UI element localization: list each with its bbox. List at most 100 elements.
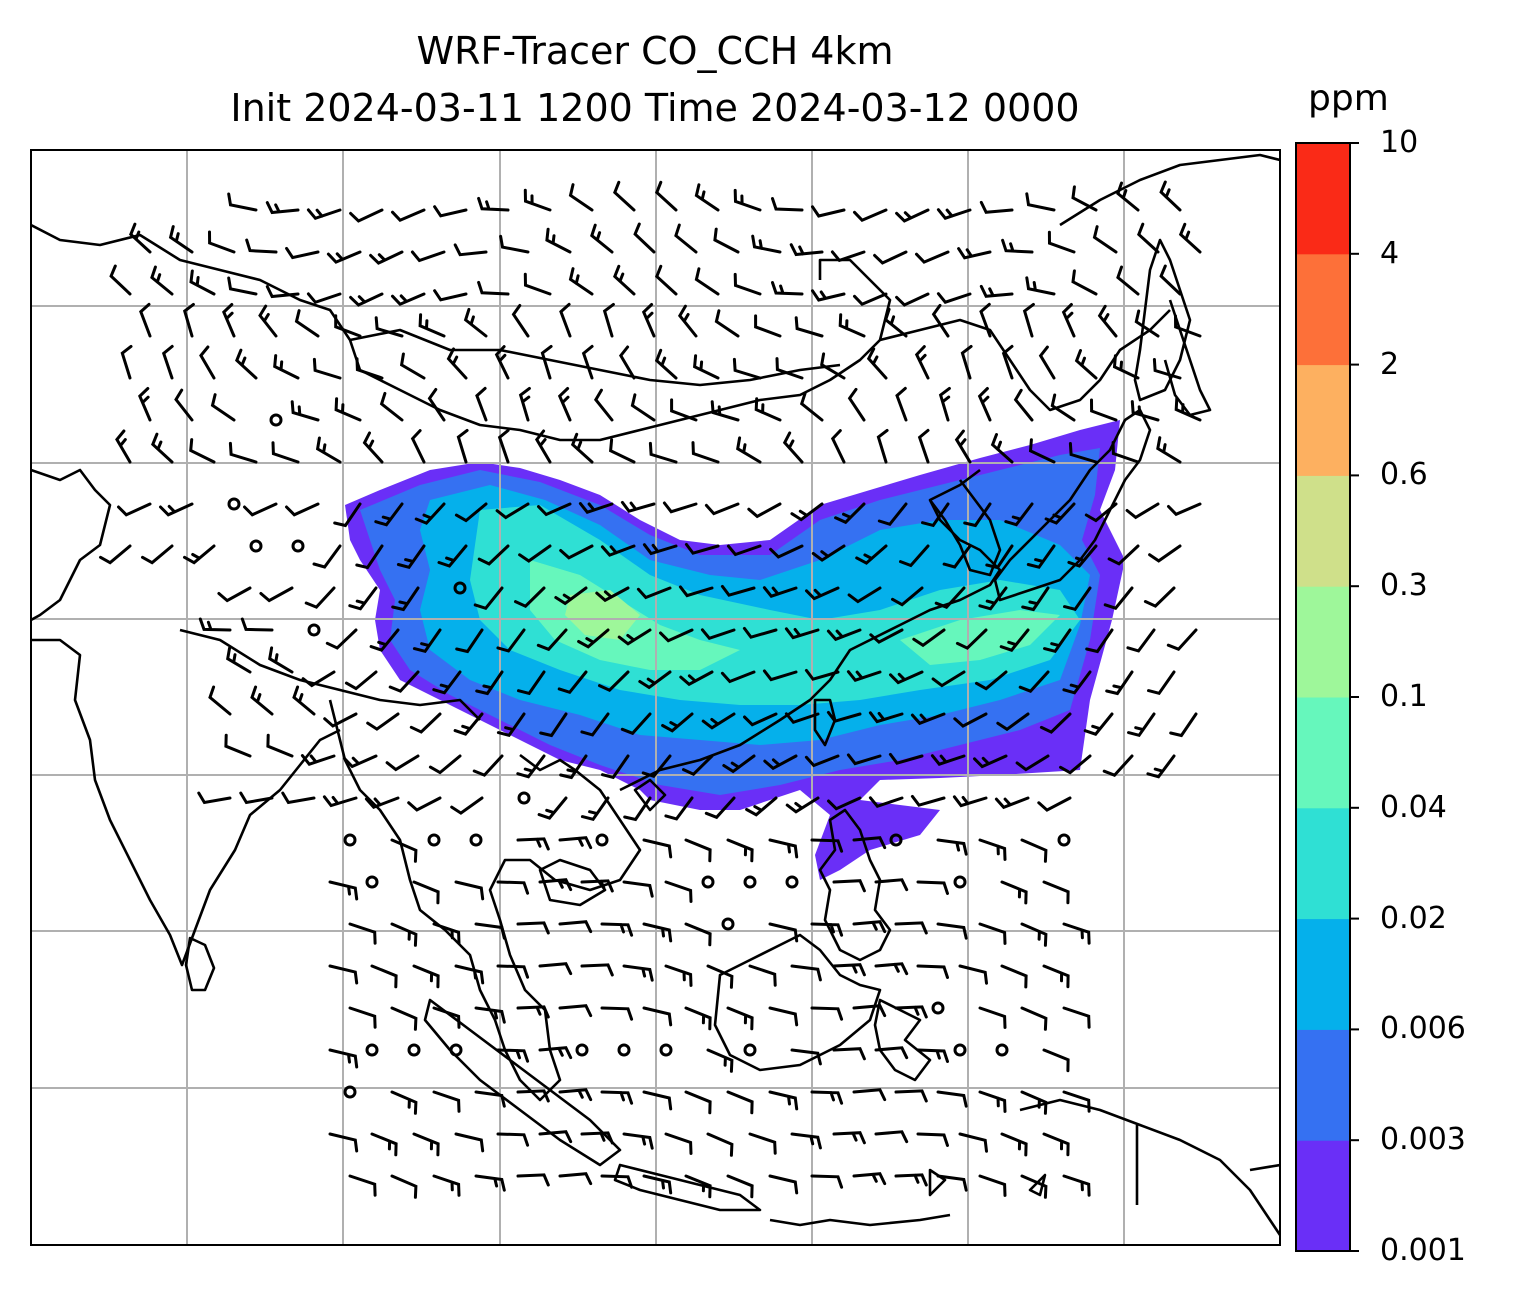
wind-barb — [742, 626, 778, 639]
wind-barb — [915, 250, 950, 264]
wind-barb — [538, 1130, 573, 1144]
wind-barb — [570, 432, 594, 464]
wind-barb — [1092, 225, 1118, 254]
wind-barb — [869, 628, 904, 644]
wind-barb — [1178, 222, 1202, 254]
wind-barb — [846, 670, 882, 682]
sri-lanka — [184, 936, 216, 992]
wind-barb — [139, 302, 152, 338]
wind-barb — [1148, 544, 1182, 563]
wind-barb — [847, 586, 882, 604]
wind-barb — [348, 922, 377, 945]
colorbar-segment — [1296, 364, 1350, 476]
wind-barb — [259, 586, 294, 603]
wind-barb — [996, 712, 1030, 732]
wind-barb — [994, 796, 1030, 810]
wind-barb — [622, 964, 654, 982]
wind-barb — [899, 544, 930, 568]
wind-barb — [1021, 586, 1050, 612]
wind-barb — [578, 502, 614, 514]
wind-barb — [115, 429, 132, 464]
wind-barb — [315, 436, 342, 464]
colorbar-segment — [1296, 475, 1350, 587]
wind-barb — [558, 1088, 593, 1102]
wind-barb — [618, 345, 636, 380]
wind-barb — [450, 796, 484, 815]
wind-barb — [1174, 397, 1202, 422]
wind-barb — [558, 920, 593, 934]
wind-barb — [804, 754, 840, 768]
wind-barb — [312, 544, 342, 569]
wind-barb — [1062, 1006, 1091, 1029]
wind-barb — [664, 1132, 693, 1155]
wind-barb — [1004, 502, 1034, 527]
hokkaido — [1133, 238, 1192, 402]
wind-barb — [580, 796, 610, 822]
wind-barb — [957, 247, 992, 260]
taiwan — [813, 698, 837, 747]
calm-wind-marker — [953, 875, 967, 889]
wind-barb — [790, 964, 822, 982]
wind-barb — [938, 386, 951, 422]
colorbar-tick-label: 0.006 — [1380, 1011, 1466, 1047]
wind-barb — [538, 878, 573, 892]
calm-wind-marker — [343, 833, 357, 847]
wind-barb — [895, 386, 908, 422]
wind-barb — [432, 1006, 461, 1029]
wind-barb — [390, 1006, 418, 1031]
wind-barb — [661, 712, 694, 733]
colorbar-tick-label: 0.003 — [1380, 1122, 1466, 1158]
wind-barb — [1125, 502, 1160, 520]
wind-barb — [1020, 922, 1048, 947]
wind-barb — [978, 838, 1007, 861]
wind-barb — [300, 754, 336, 766]
wind-barb — [412, 628, 442, 654]
wind-barb — [446, 347, 468, 380]
calm-wind-marker — [307, 623, 321, 637]
wind-barb — [720, 670, 756, 684]
wind-barb — [874, 878, 909, 892]
wind-barb — [189, 438, 216, 464]
wind-barb — [732, 357, 762, 380]
wind-barb — [655, 180, 678, 212]
wind-barb — [559, 302, 572, 338]
wind-barb — [1000, 964, 1028, 989]
wind-barb — [334, 314, 362, 338]
himalaya-border — [179, 628, 481, 721]
wind-barb — [536, 628, 568, 652]
wind-barb — [733, 188, 762, 212]
calm-wind-marker — [365, 875, 379, 889]
wind-barb — [412, 1132, 440, 1157]
wind-barb — [455, 628, 484, 654]
wind-barb — [775, 357, 804, 380]
colorbar-tick-label: 4 — [1380, 235, 1400, 271]
wind-barb — [538, 1046, 573, 1060]
wind-barb — [334, 397, 362, 422]
lesser-sunda — [769, 1213, 951, 1227]
wind-barb — [888, 752, 924, 765]
wind-barb — [138, 387, 152, 422]
calm-wind-marker — [721, 917, 735, 931]
wind-barb — [1000, 880, 1028, 905]
wind-barb — [641, 303, 656, 338]
wind-barb — [912, 628, 946, 648]
wind-barb — [412, 964, 440, 989]
wind-barb — [540, 344, 553, 380]
wind-barb — [877, 502, 908, 527]
wind-barb — [228, 441, 258, 464]
wind-barb — [1042, 964, 1070, 989]
wind-barb — [304, 586, 336, 609]
wind-barb — [664, 880, 693, 903]
wind-barb — [1159, 264, 1182, 296]
wind-barb — [301, 670, 336, 688]
wind-barb — [1020, 1006, 1048, 1031]
wind-barb — [910, 712, 946, 726]
wind-barb — [306, 208, 342, 221]
wind-barb — [921, 502, 950, 528]
wind-barb — [670, 398, 698, 422]
wind-barb — [894, 1173, 928, 1187]
wind-barb — [1102, 754, 1134, 777]
wind-barb — [990, 433, 1014, 464]
mongolia-border — [349, 328, 841, 387]
wind-barb — [763, 754, 798, 771]
